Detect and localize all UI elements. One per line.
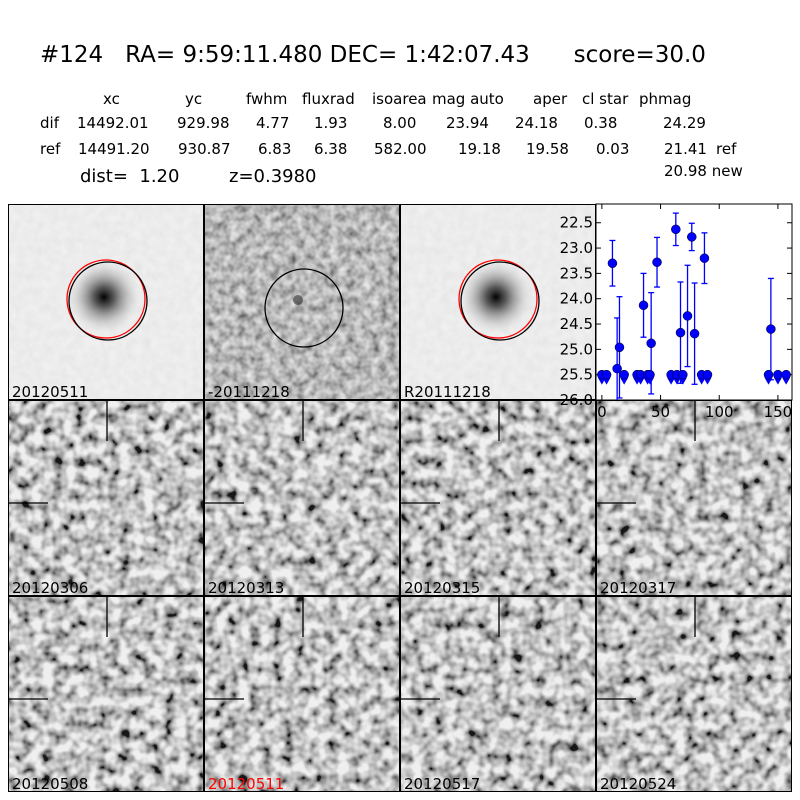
cutout-noise: 20120508 [8, 596, 204, 792]
cutout-noise: 20120313 [204, 400, 400, 596]
cutout-date-label: 20120511 [208, 775, 285, 792]
column-header: mag auto [432, 90, 504, 108]
galaxy-source [64, 257, 144, 337]
cutout-date-label: 20120524 [600, 775, 677, 792]
cutout-date-label: 20120317 [600, 579, 677, 596]
aperture-circle [264, 268, 344, 348]
cell-phmag: 21.41 [664, 140, 707, 158]
noise-texture [205, 597, 399, 791]
column-header: isoarea [372, 90, 427, 108]
column-header: phmag [639, 90, 692, 108]
noise-texture [205, 205, 399, 399]
row-label: dif [40, 114, 59, 132]
ref-aperture-circle [458, 259, 538, 339]
cutout-noise: 20120306 [8, 400, 204, 596]
cell-fwhm: 4.77 [256, 114, 290, 132]
cell-aper: 19.58 [526, 140, 569, 158]
cell-xc: 14492.01 [77, 114, 149, 132]
cutout-date-label: R20111218 [404, 383, 491, 400]
distance: dist= 1.20 [80, 166, 180, 187]
cutout-date-label: 20120517 [404, 775, 481, 792]
cell-isoarea: 8.00 [383, 114, 417, 132]
cell-cl-star: 0.03 [596, 140, 630, 158]
column-header: fluxrad [302, 90, 355, 108]
cutout-noise: 20120317 [596, 400, 792, 596]
noise-texture [597, 401, 791, 595]
cell-cl-star: 0.38 [584, 114, 618, 132]
column-header: aper [533, 90, 568, 108]
cutout-noise: 20120315 [400, 400, 596, 596]
cell-fluxrad: 6.38 [314, 140, 348, 158]
cell-fwhm: 6.83 [258, 140, 292, 158]
cutout-date-label: 20120508 [12, 775, 89, 792]
galaxy-source [456, 257, 536, 337]
cell-mag-auto: 19.18 [458, 140, 501, 158]
aperture-circle [68, 261, 148, 341]
row-suffix: ref [716, 140, 737, 158]
noise-texture [9, 401, 203, 595]
cutout-date-label: 20120313 [208, 579, 285, 596]
noise-texture [9, 597, 203, 791]
candidate-title: #124 RA= 9:59:11.480 DEC= 1:42:07.43 sco… [40, 42, 706, 68]
column-header: xc [103, 90, 120, 108]
redshift: z=0.3980 [229, 166, 317, 187]
row-label: ref [40, 140, 61, 158]
aperture-circle [460, 261, 540, 341]
cutout-date-label: 20120306 [12, 579, 89, 596]
light-curve-chart [596, 204, 792, 400]
noise-texture [401, 401, 595, 595]
cell-isoarea: 582.00 [374, 140, 427, 158]
cell-xc: 14491.20 [78, 140, 150, 158]
column-header: fwhm [246, 90, 288, 108]
cutout-noise: 20120517 [400, 596, 596, 792]
noise-texture [597, 597, 791, 791]
cutout-date-label: 20120511 [12, 383, 89, 400]
cutout-diff: -20111218 [204, 204, 400, 400]
cutout-noise: 20120524 [596, 596, 792, 792]
cell-aper: 24.18 [515, 114, 558, 132]
cutout-date-label: 20120315 [404, 579, 481, 596]
new-mag: 20.98 new [664, 162, 743, 180]
cell-yc: 930.87 [178, 140, 231, 158]
residual-source [293, 295, 303, 305]
cutout-galaxy: R20111218 [400, 204, 596, 400]
cell-fluxrad: 1.93 [314, 114, 348, 132]
cell-mag-auto: 23.94 [446, 114, 489, 132]
noise-texture [205, 401, 399, 595]
ref-aperture-circle [66, 259, 146, 339]
column-header: cl star [582, 90, 629, 108]
cutout-galaxy: 20120511 [8, 204, 204, 400]
cell-phmag: 24.29 [663, 114, 706, 132]
noise-texture [401, 597, 595, 791]
column-header: yc [185, 90, 203, 108]
cutout-noise: 20120511 [204, 596, 400, 792]
cell-yc: 929.98 [177, 114, 230, 132]
cutout-date-label: -20111218 [208, 383, 290, 400]
